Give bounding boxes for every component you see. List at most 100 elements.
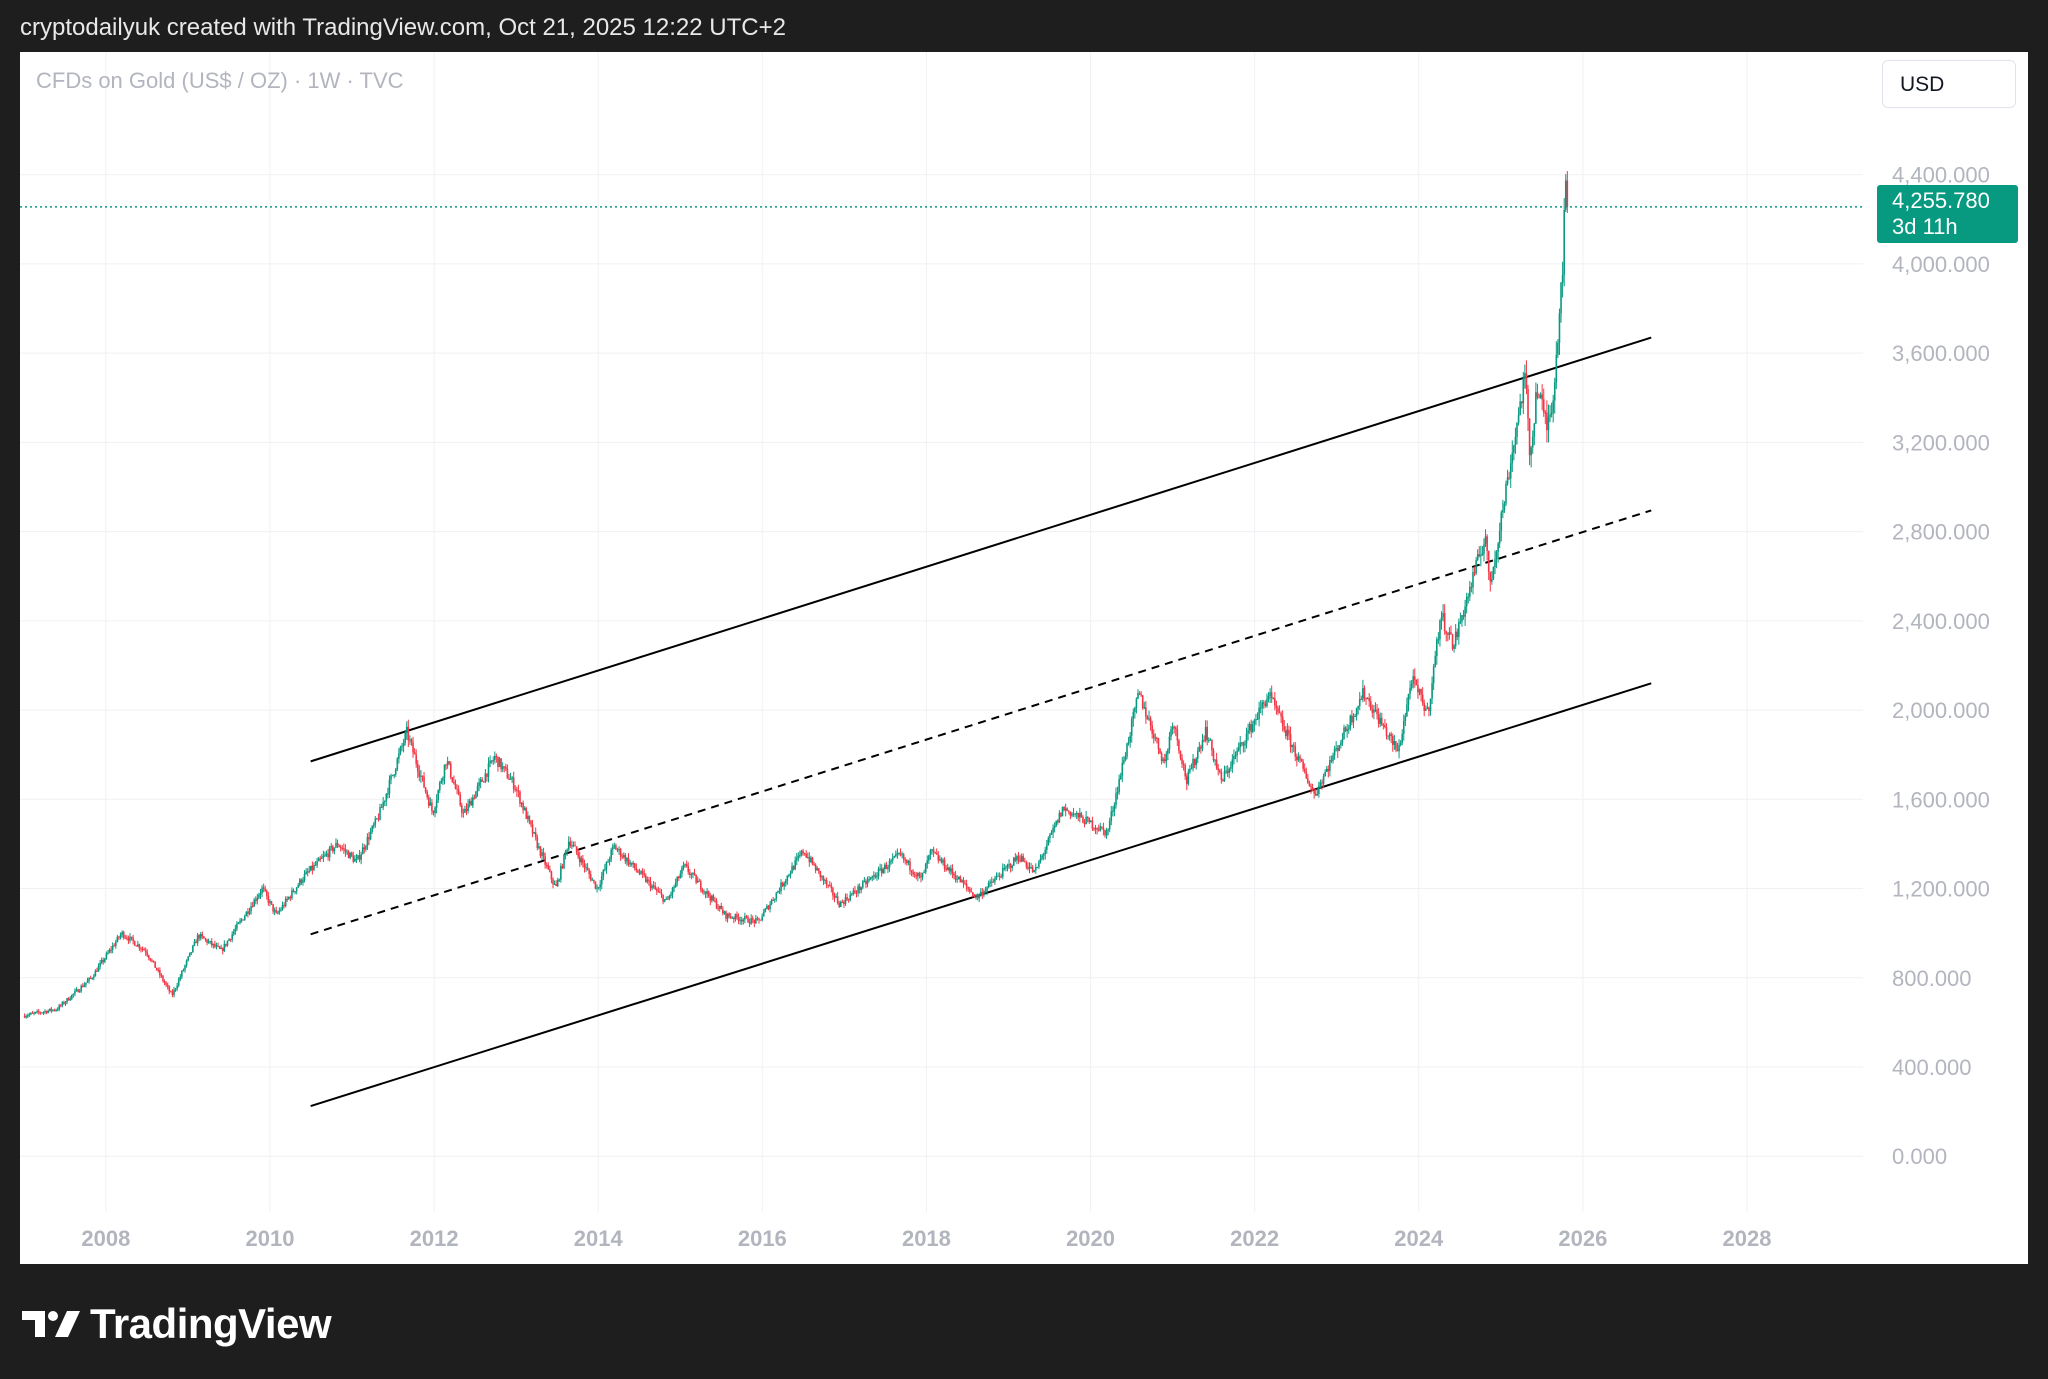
price-chart[interactable]: 0.000 400.000 800.000 1,200.000 1,600.000 2,0… bbox=[20, 52, 2028, 1264]
chart-panel[interactable]: 0.000 400.000 800.000 1,200.000 1,600.000 2,0… bbox=[20, 52, 2028, 1264]
candle-body bbox=[1252, 724, 1254, 733]
candle-body bbox=[487, 763, 490, 777]
candle-body bbox=[151, 960, 153, 962]
candle-body bbox=[555, 884, 557, 887]
candle-body bbox=[755, 918, 757, 924]
currency-selector[interactable]: USD bbox=[1882, 60, 2016, 108]
candle-body bbox=[69, 998, 72, 1001]
candle-body bbox=[580, 858, 583, 863]
candle-body bbox=[258, 894, 260, 898]
candle-body bbox=[1494, 559, 1496, 567]
candle-body bbox=[190, 952, 193, 954]
candle-body bbox=[303, 874, 306, 881]
candle-body bbox=[404, 732, 406, 743]
candle-body bbox=[956, 879, 958, 881]
candle-body bbox=[1247, 730, 1249, 734]
time-axis[interactable]: 2008 2010 2012 2014 2016 2018 2020 2022 2024 2026… bbox=[81, 1226, 1771, 1251]
candle-body bbox=[1218, 770, 1221, 772]
candle-body bbox=[547, 865, 550, 870]
candle-body bbox=[170, 991, 172, 993]
candle-body bbox=[1509, 463, 1512, 479]
candle-body bbox=[1223, 771, 1226, 781]
candle-body bbox=[1410, 683, 1413, 688]
candle-body bbox=[1480, 555, 1482, 557]
candle-body bbox=[627, 857, 630, 865]
candle-body bbox=[440, 780, 443, 783]
candle-body bbox=[1174, 727, 1177, 729]
candle-body bbox=[1292, 744, 1295, 747]
candle-body bbox=[604, 868, 606, 871]
candle-body bbox=[1253, 720, 1256, 725]
candle-body bbox=[1206, 726, 1209, 741]
candle-body bbox=[1031, 867, 1034, 872]
candle-body bbox=[718, 905, 721, 909]
candle-body bbox=[468, 800, 471, 805]
candle-body bbox=[1140, 694, 1142, 696]
candle-body bbox=[56, 1009, 59, 1011]
candle-body bbox=[72, 993, 75, 995]
candle-body bbox=[1236, 750, 1238, 756]
candle-body bbox=[1207, 740, 1210, 742]
candle-body bbox=[1358, 699, 1361, 707]
candle-body bbox=[1478, 554, 1481, 557]
candle-body bbox=[489, 760, 491, 764]
candle-body bbox=[791, 866, 793, 874]
candle-body bbox=[1369, 701, 1372, 710]
candle-body bbox=[728, 913, 730, 917]
candle-body bbox=[772, 899, 774, 901]
candle-body bbox=[1517, 414, 1520, 423]
candle-body bbox=[953, 873, 955, 876]
candle-body bbox=[1025, 862, 1028, 867]
candle-body bbox=[1105, 830, 1108, 836]
candle-body bbox=[220, 948, 222, 950]
candle-body bbox=[374, 818, 377, 825]
candle-body bbox=[1168, 736, 1171, 750]
candle-body bbox=[1508, 477, 1510, 479]
candle-body bbox=[132, 937, 134, 941]
candle-body bbox=[621, 856, 623, 858]
candle-body bbox=[1530, 447, 1532, 456]
price-axis[interactable]: 0.000 400.000 800.000 1,200.000 1,600.000 2,0… bbox=[1892, 163, 1990, 1170]
candle-body bbox=[1465, 596, 1468, 607]
candle-body bbox=[1182, 764, 1185, 766]
candle-body bbox=[380, 806, 383, 808]
candle-body bbox=[59, 1005, 62, 1007]
candle-body bbox=[1436, 639, 1438, 657]
candle-body bbox=[1127, 742, 1130, 744]
candle-body bbox=[1020, 856, 1023, 862]
candle-body bbox=[654, 885, 657, 890]
candle-body bbox=[651, 885, 653, 889]
candle-body bbox=[280, 909, 282, 911]
candles bbox=[23, 171, 1569, 1019]
candle-body bbox=[811, 857, 814, 865]
candle-body bbox=[1116, 792, 1119, 794]
candle-body bbox=[415, 754, 417, 764]
candle-body bbox=[1563, 209, 1565, 276]
candle-body bbox=[531, 824, 534, 834]
candle-body bbox=[451, 777, 454, 782]
candle-body bbox=[1299, 756, 1301, 759]
candle-body bbox=[582, 858, 584, 864]
candle-body bbox=[1288, 729, 1290, 734]
candle-body bbox=[1277, 707, 1279, 713]
candle-body bbox=[1393, 741, 1396, 745]
candle-body bbox=[394, 769, 397, 775]
candle-body bbox=[174, 988, 177, 990]
chart-author-header: cryptodailyuk created with TradingView.c… bbox=[20, 14, 786, 41]
candle-body bbox=[333, 847, 336, 852]
candle-body bbox=[272, 903, 274, 912]
candle-body bbox=[209, 941, 211, 943]
candle-body bbox=[887, 867, 889, 869]
candle-body bbox=[681, 867, 683, 874]
candle-body bbox=[832, 888, 834, 896]
candle-body bbox=[1085, 816, 1087, 825]
candle-body bbox=[777, 891, 779, 893]
candle-body bbox=[1535, 392, 1537, 424]
candle-body bbox=[997, 875, 999, 877]
candle-body bbox=[115, 941, 117, 946]
candle-body bbox=[50, 1008, 53, 1011]
candle-body bbox=[479, 779, 482, 783]
candle-body bbox=[1211, 739, 1213, 751]
candle-body bbox=[1091, 820, 1094, 829]
candle-body bbox=[270, 901, 273, 904]
